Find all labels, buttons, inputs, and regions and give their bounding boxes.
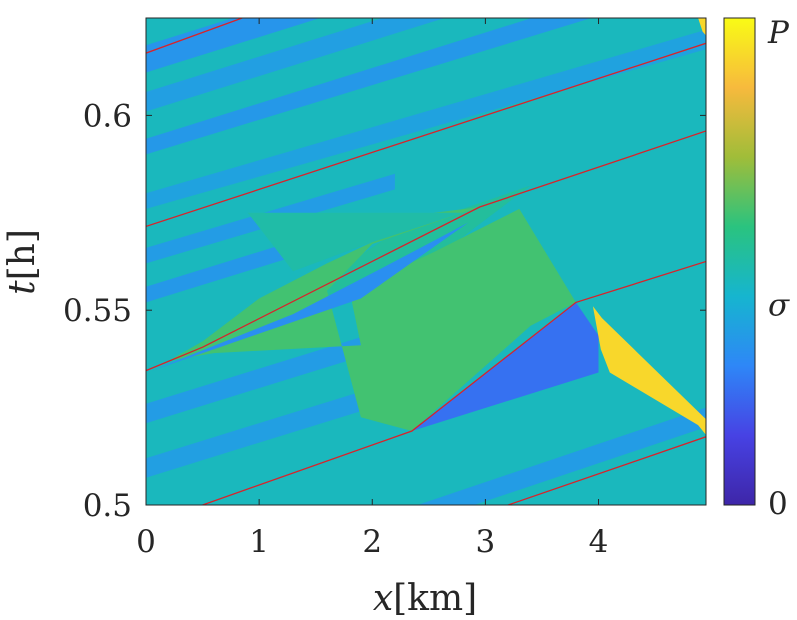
x-axis-label: x[km]	[373, 578, 477, 619]
y-tick-label: 0.5	[83, 488, 132, 524]
characteristic-lines	[146, 18, 706, 505]
red-line-4	[507, 436, 706, 505]
x-tick-label: 0	[136, 524, 156, 560]
x-tick-label: 1	[249, 524, 269, 560]
colorbar-max-label: P	[767, 15, 790, 51]
heatmap-band-3	[146, 29, 706, 209]
y-tick-label: 0.55	[63, 293, 132, 329]
red-line-1	[146, 42, 706, 228]
heatmap-region-0	[168, 207, 576, 431]
colorbar-min-label: 0	[768, 486, 788, 522]
y-tick-label: 0.6	[83, 98, 132, 134]
x-tick-label: 2	[362, 524, 382, 560]
heatmap-band-0	[146, 18, 321, 73]
heatmap-band-1	[146, 18, 445, 112]
y-axis-label: t[h]	[2, 229, 43, 295]
heatmap-region-2	[411, 302, 599, 431]
colorbar: P σ 0	[723, 15, 790, 522]
heatmap-region-3	[247, 212, 463, 272]
x-axis-ticks: 0 1 2 3 4	[136, 18, 608, 560]
colorbar-gradient	[723, 17, 756, 506]
x-tick-label: 4	[589, 524, 609, 560]
heatmap-region-5	[698, 18, 706, 36]
heatmap-band-2	[146, 18, 592, 155]
heatmap-bands	[146, 18, 706, 505]
plot-area	[145, 17, 707, 506]
heatmap-region-4	[592, 306, 706, 435]
heatmap-regions	[151, 18, 706, 435]
heatmap-band-7	[146, 388, 373, 478]
red-line-3	[202, 260, 706, 505]
x-tick-label: 3	[476, 524, 496, 560]
heatmap-band-6	[146, 333, 373, 424]
y-axis-ticks: 0.5 0.55 0.6	[63, 98, 706, 524]
plot-frame	[145, 17, 707, 506]
colorbar-mid-label: σ	[768, 287, 790, 323]
heatmap-band-8	[417, 407, 706, 505]
red-line-0	[146, 18, 243, 54]
red-line-2	[146, 130, 706, 372]
